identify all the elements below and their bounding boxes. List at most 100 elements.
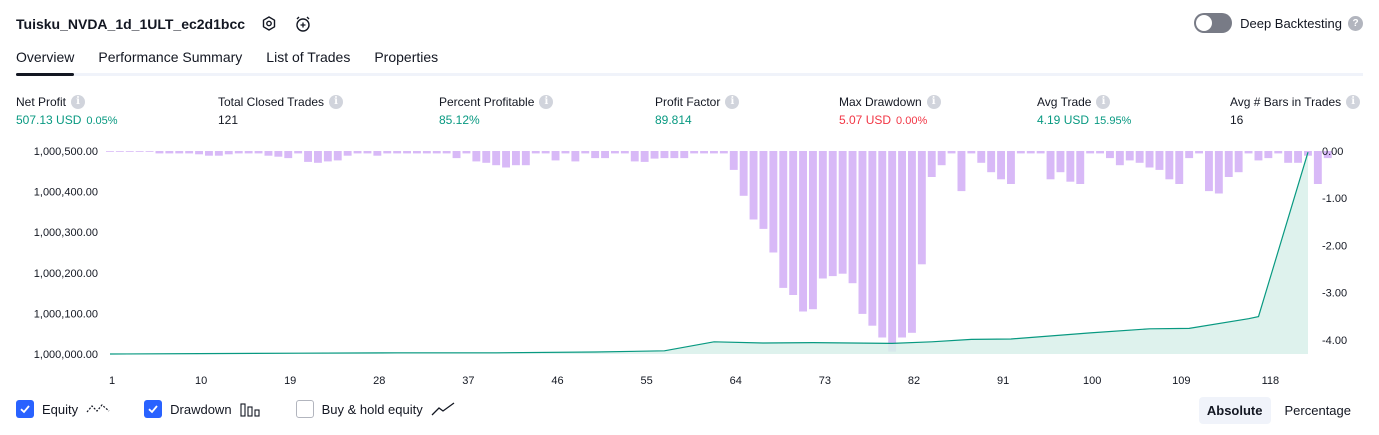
drawdown-bar — [185, 151, 193, 153]
drawdown-bar — [245, 151, 253, 153]
legend-equity[interactable]: Equity — [16, 400, 110, 418]
drawdown-bar — [1047, 151, 1055, 179]
legend-label: Equity — [42, 402, 78, 417]
drawdown-bar — [235, 151, 243, 153]
info-icon[interactable]: i — [1346, 95, 1360, 109]
metric-value: 4.19 USD — [1037, 113, 1089, 127]
drawdown-bar — [888, 151, 896, 352]
mode-absolute[interactable]: Absolute — [1199, 397, 1271, 424]
drawdown-bar — [938, 151, 946, 165]
equity-checkbox[interactable] — [16, 400, 34, 418]
info-icon[interactable]: i — [1096, 95, 1110, 109]
tab-overview[interactable]: Overview — [16, 46, 74, 73]
metric-label: Avg Trade — [1037, 95, 1091, 109]
buy-hold-checkbox[interactable] — [296, 400, 314, 418]
toggle-knob — [1196, 15, 1212, 31]
drawdown-bar — [354, 151, 362, 153]
metric-value: 5.07 USD — [839, 113, 891, 127]
tab-list-of-trades[interactable]: List of Trades — [266, 46, 350, 73]
drawdown-bar — [1314, 151, 1322, 184]
info-icon[interactable]: i — [71, 95, 85, 109]
metric-avg-bars-in-trades: Avg # Bars in Trades i 16 — [1230, 94, 1360, 127]
info-icon[interactable]: i — [329, 95, 343, 109]
drawdown-bar — [928, 151, 936, 177]
drawdown-bar — [898, 151, 906, 338]
metric-percent: 0.00% — [896, 115, 927, 127]
drawdown-bar — [967, 151, 975, 153]
drawdown-bar — [849, 151, 857, 283]
tab-properties[interactable]: Properties — [374, 46, 438, 73]
legend-label: Drawdown — [170, 402, 231, 417]
drawdown-bar — [1245, 151, 1253, 153]
drawdown-bar — [1086, 151, 1094, 153]
drawdown-bar — [156, 151, 164, 153]
drawdown-bar — [1225, 151, 1233, 177]
drawdown-bar — [165, 151, 173, 153]
drawdown-bar — [562, 151, 570, 153]
drawdown-bar — [304, 151, 312, 162]
drawdown-bar — [1294, 151, 1302, 163]
drawdown-checkbox[interactable] — [144, 400, 162, 418]
equity-drawdown-chart[interactable]: 1,000,500.00 1,000,400.00 1,000,300.00 1,00… — [0, 140, 1379, 390]
drawdown-bar — [1007, 151, 1015, 184]
metric-value: 507.13 USD — [16, 113, 81, 127]
metric-max-drawdown: Max Drawdown i 5.07 USD 0.00% — [839, 94, 941, 127]
drawdown-bar — [1235, 151, 1243, 172]
x-tick-label: 28 — [373, 375, 385, 387]
drawdown-bar — [601, 151, 609, 158]
x-tick-label: 100 — [1083, 375, 1101, 387]
drawdown-bar — [750, 151, 758, 220]
info-icon[interactable]: i — [539, 95, 553, 109]
drawdown-bar — [859, 151, 867, 314]
drawdown-bar — [393, 151, 401, 153]
drawdown-bar — [1096, 151, 1104, 153]
x-tick-label: 37 — [462, 375, 474, 387]
legend-drawdown[interactable]: Drawdown — [144, 400, 261, 418]
drawdown-bar — [314, 151, 322, 163]
drawdown-bar — [740, 151, 748, 196]
equity-line — [110, 152, 1308, 354]
metric-net-profit: Net Profit i 507.13 USD 0.05% — [16, 94, 118, 127]
drawdown-bar — [1215, 151, 1223, 194]
drawdown-bar — [958, 151, 966, 191]
drawdown-bar — [868, 151, 876, 326]
drawdown-bar — [403, 151, 411, 153]
settings-gear-icon[interactable] — [259, 14, 279, 34]
alarm-clock-plus-icon[interactable] — [293, 14, 313, 34]
drawdown-bar — [720, 151, 728, 153]
drawdown-bar — [195, 151, 203, 154]
drawdown-bar — [571, 151, 579, 161]
drawdown-bar — [908, 151, 916, 333]
y-left-tick-label: 1,000,100.00 — [34, 308, 98, 320]
legend-buy-hold-equity[interactable]: Buy & hold equity — [296, 400, 455, 418]
mode-percentage[interactable]: Percentage — [1277, 397, 1360, 424]
metric-label: Net Profit — [16, 95, 66, 109]
drawdown-bar — [591, 151, 599, 158]
drawdown-bar — [255, 151, 263, 153]
drawdown-bar — [324, 151, 332, 161]
info-icon[interactable]: i — [927, 95, 941, 109]
deep-backtesting-toggle[interactable] — [1194, 13, 1232, 33]
drawdown-bar — [977, 151, 985, 163]
drawdown-bar — [522, 151, 530, 165]
metric-percent: 15.95% — [1094, 115, 1131, 127]
drawdown-bar — [146, 151, 154, 152]
x-tick-label: 64 — [730, 375, 742, 387]
drawdown-bar — [364, 151, 372, 153]
drawdown-bar — [294, 151, 302, 153]
y-left-tick-label: 1,000,500.00 — [34, 146, 98, 158]
y-left-tick-label: 1,000,400.00 — [34, 187, 98, 199]
drawdown-bar — [1057, 151, 1065, 172]
drawdown-bar — [1066, 151, 1074, 182]
tab-bar: Overview Performance Summary List of Tra… — [16, 46, 1363, 76]
drawdown-bar — [1205, 151, 1213, 191]
drawdown-bar — [760, 151, 768, 229]
drawdown-bar — [175, 151, 183, 153]
info-icon[interactable]: i — [725, 95, 739, 109]
tab-performance-summary[interactable]: Performance Summary — [98, 46, 242, 73]
y-right-tick-label: -3.00 — [1322, 288, 1347, 300]
help-icon[interactable]: ? — [1348, 16, 1363, 31]
metric-value: 85.12% — [439, 113, 480, 127]
drawdown-bar — [433, 151, 441, 153]
x-tick-label: 10 — [195, 375, 207, 387]
